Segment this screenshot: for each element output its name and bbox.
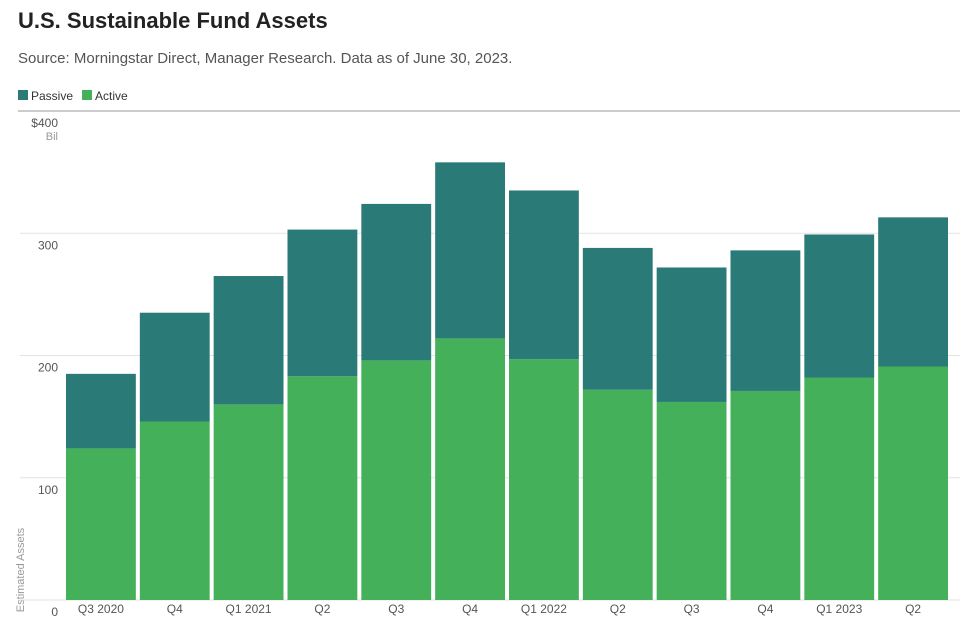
bar-segment [213,404,284,600]
bar-segment [361,203,432,361]
bar-segment [804,234,875,378]
bar-segment [287,376,358,600]
x-tick-label: Q1 2021 [226,602,272,616]
bar-segment [66,373,136,449]
x-tick-label: Q2 [314,602,330,616]
x-tick-label: Q1 2022 [521,602,567,616]
x-tick-label: Q2 [610,602,626,616]
y-axis-label: Estimated Assets [15,527,27,612]
bar-segment [656,267,727,402]
bar-segment [435,338,505,600]
x-tick-label: Q4 [462,602,478,616]
bar-segment [582,247,653,390]
bar-segment [730,250,801,391]
legend-label: Passive [31,89,73,103]
bar-segment [435,162,505,339]
x-tick-label: Q2 [905,602,921,616]
x-tick-label: Q4 [167,602,183,616]
legend-swatch [82,90,93,100]
x-tick-label: Q3 2020 [78,602,124,616]
legend-swatch [18,90,28,100]
bar-segment [139,421,210,600]
bar-segment [804,377,875,600]
bar-segment [730,390,801,600]
bar-segment [509,359,579,600]
chart-title: U.S. Sustainable Fund Assets [18,8,328,33]
bar-segment [878,366,948,600]
y-tick-label: 0 [51,605,58,619]
chart-subtitle: Source: Morningstar Direct, Manager Rese… [18,50,512,67]
x-tick-label: Q3 [684,602,700,616]
bar-segment [139,312,210,422]
bar-segment [582,389,653,600]
y-unit-label: Bil [46,131,58,143]
y-tick-label: 100 [38,483,58,497]
legend-label: Active [95,89,128,103]
x-tick-label: Q3 [388,602,404,616]
bar-segment [66,448,136,600]
x-tick-label: Q4 [757,602,773,616]
y-tick-label: 300 [38,238,58,252]
bar-segment [287,229,358,377]
bar-segment [509,190,579,360]
bar-segment [213,276,284,405]
bar-segment [878,217,948,367]
x-tick-label: Q1 2023 [816,602,862,616]
bar-segment [361,360,432,600]
y-tick-label: $400 [31,116,58,130]
bar-segment [656,401,727,600]
y-tick-label: 200 [38,361,58,375]
